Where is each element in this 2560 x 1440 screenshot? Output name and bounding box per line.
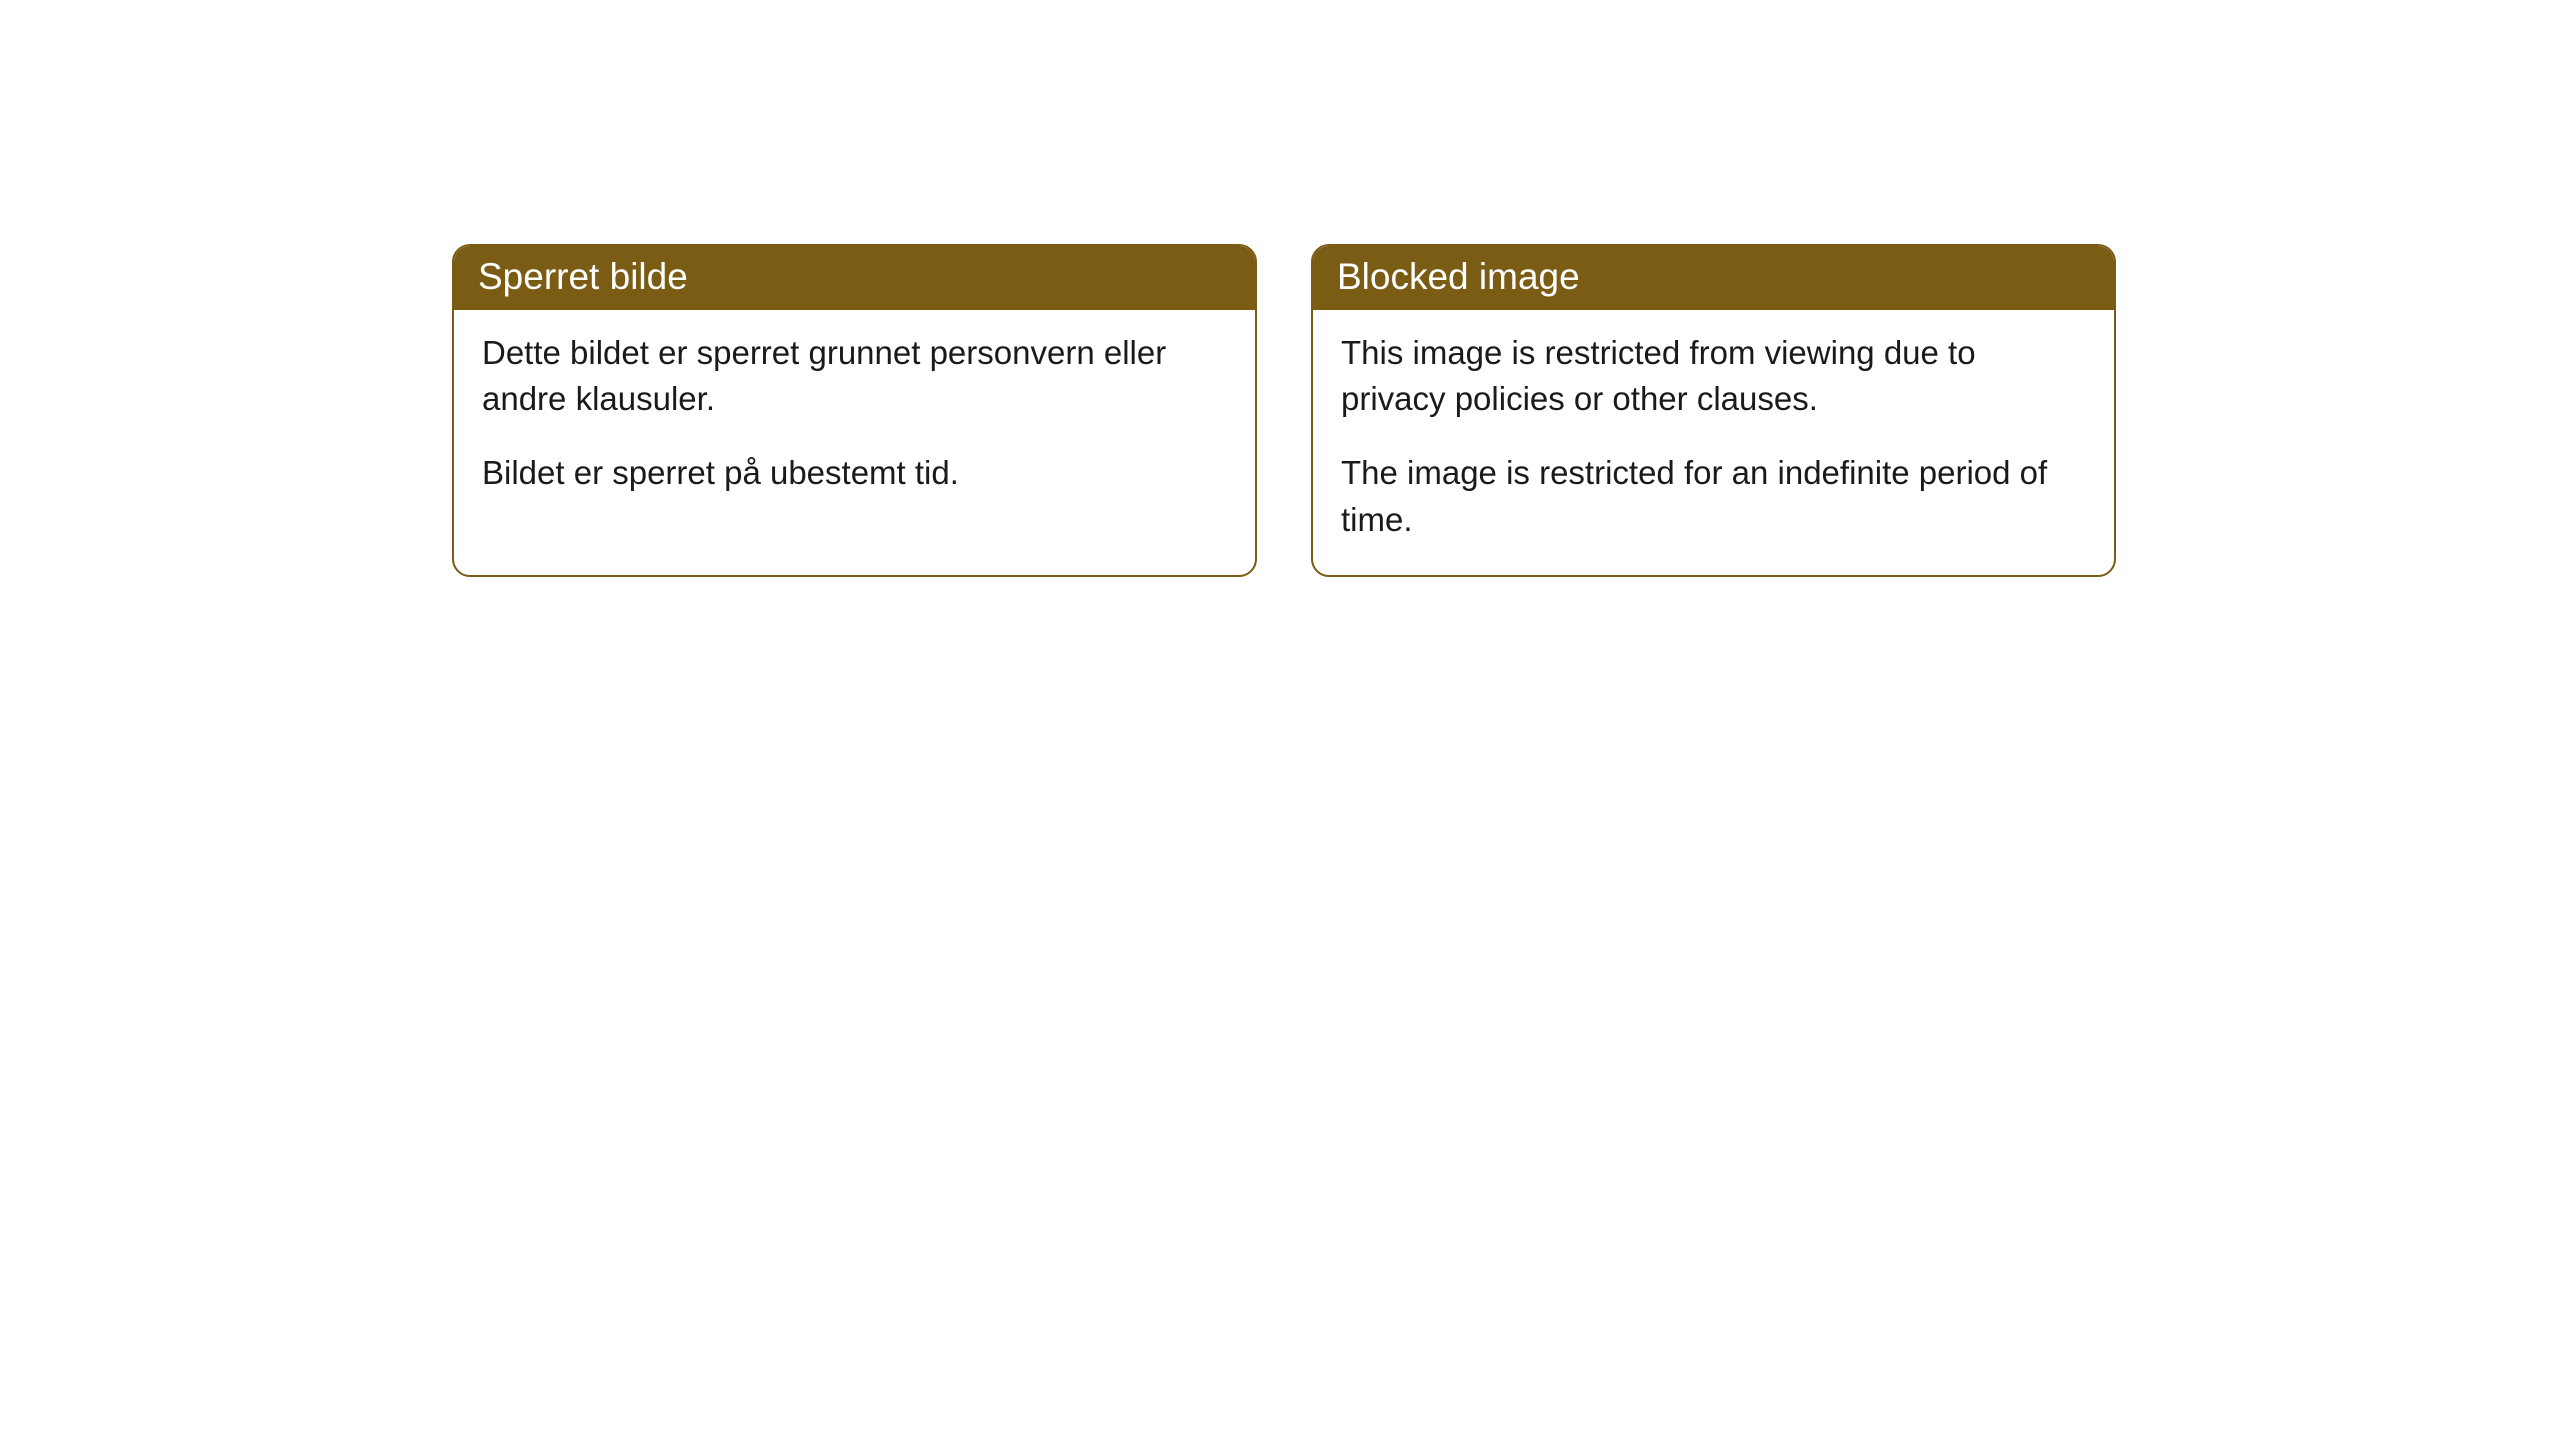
notice-paragraph: The image is restricted for an indefinit… [1341,450,2086,542]
notice-paragraph: Dette bildet er sperret grunnet personve… [482,330,1227,422]
notice-body-english: This image is restricted from viewing du… [1313,310,2114,575]
notice-paragraph: Bildet er sperret på ubestemt tid. [482,450,1227,496]
notice-body-norwegian: Dette bildet er sperret grunnet personve… [454,310,1255,529]
notice-container: Sperret bilde Dette bildet er sperret gr… [0,0,2560,577]
notice-card-norwegian: Sperret bilde Dette bildet er sperret gr… [452,244,1257,577]
notice-header-english: Blocked image [1313,246,2114,310]
notice-paragraph: This image is restricted from viewing du… [1341,330,2086,422]
notice-header-norwegian: Sperret bilde [454,246,1255,310]
notice-card-english: Blocked image This image is restricted f… [1311,244,2116,577]
